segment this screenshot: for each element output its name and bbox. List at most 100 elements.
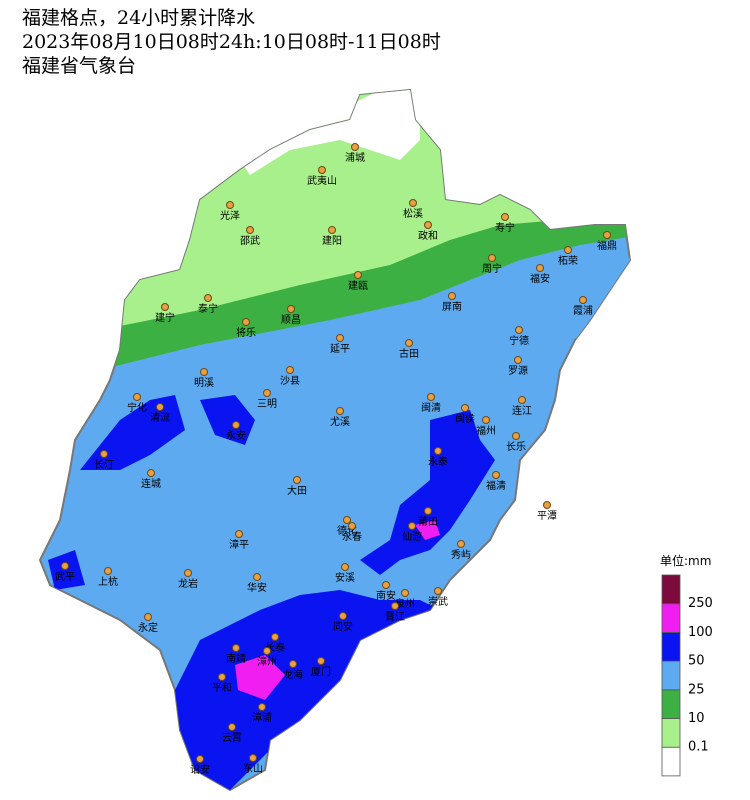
city-dot [339,612,347,620]
city-dot [286,366,294,374]
city-dot [263,389,271,397]
city-dot [579,296,587,304]
city-dot [232,421,240,429]
city-dot [104,567,112,575]
legend-swatch [661,718,681,748]
city-label: 尤溪 [330,415,350,428]
city-label: 屏南 [442,300,462,313]
city-dot [156,403,164,411]
city-label: 长汀 [94,459,114,471]
city-label: 东山 [243,762,263,775]
city-label: 漳浦 [252,711,272,724]
city-dot [287,305,295,313]
rain-zone [240,90,420,175]
city-dot [401,589,409,597]
city-dot [501,213,509,221]
city-dot [408,522,416,530]
city-label: 福清 [486,479,506,492]
city-label: 周宁 [482,262,502,275]
city-label: 龙岩 [178,577,198,590]
city-label: 罗源 [508,364,528,377]
city-dot [144,613,152,621]
city-dot [317,657,325,665]
city-label: 永春 [342,530,362,543]
city-dot [336,407,344,415]
city-dot [341,563,349,571]
city-label: 长乐 [506,441,526,453]
header: 福建格点，24小时累计降水2023年08月10日08时24h:10日08时-11… [22,7,441,77]
city-label: 武平 [55,570,75,583]
city-label: 柘荣 [558,254,578,267]
city-dot [232,644,240,652]
city-label: 平潭 [537,510,557,522]
city-dot [133,393,141,401]
city-label: 厦门 [311,665,331,678]
city-dot [235,530,243,538]
city-dot [482,416,490,424]
city-dot [434,587,442,595]
legend-unit: 单位:mm [660,553,711,568]
city-label: 光泽 [220,209,240,222]
city-dot [249,754,257,762]
city-dot [354,271,362,279]
city-label: 建宁 [155,311,175,324]
city-label: 霞浦 [573,304,593,317]
province [38,88,632,792]
city-dot [405,339,413,347]
city-dot [258,703,266,711]
rain-zone [415,520,440,540]
legend-tick-label: 100 [688,625,713,640]
city-label: 建瓯 [348,279,368,292]
city-label: 松溪 [403,207,423,220]
city-dot [424,507,432,515]
city-label: 同安 [333,620,353,633]
city-label: 华安 [247,581,267,594]
city-label: 安溪 [335,571,355,584]
city-dot [351,143,359,151]
city-dot [271,633,279,641]
city-label: 闽侯 [455,412,475,425]
city-dot [336,334,344,342]
city-dot [492,471,500,479]
city-dot [226,201,234,209]
city-label: 秀屿 [451,549,471,561]
city-dot [161,303,169,311]
city-label: 漳平 [229,538,249,551]
city-label: 将乐 [236,327,256,339]
city-label: 泰宁 [198,302,218,315]
rain-zone [360,410,495,575]
city-dot [289,660,297,668]
legend-tick-label: 25 [688,682,705,697]
city-label: 沙县 [280,375,300,387]
city-label: 延平 [330,343,350,355]
rain-zone [48,550,85,590]
city-label: 明溪 [194,377,214,389]
header-line: 福建省气象台 [22,55,136,77]
city-dot [263,647,271,655]
header-line: 2023年08月10日08时24h:10日08时-11日08时 [22,31,441,53]
city-label: 云霄 [222,732,242,744]
city-label: 寿宁 [495,221,515,234]
city-dot [196,755,204,763]
city-label: 闽清 [421,401,441,414]
city-dot [409,199,417,207]
city-dot [514,356,522,364]
city-dot [543,501,551,509]
city-label: 建阳 [322,234,342,247]
city-dot [603,231,611,239]
city-label: 晋江 [385,611,405,623]
city-dot [147,469,155,477]
city-label: 顺昌 [281,314,301,326]
city-dot [242,318,250,326]
city-dot [253,573,261,581]
city-label: 南靖 [226,652,246,665]
city-label: 宁德 [509,334,529,347]
city-dot [564,246,572,254]
legend-tick-label: 50 [688,654,705,669]
city-label: 三明 [257,398,277,410]
city-dot [518,396,526,404]
rain-zone [200,395,255,445]
city-dot [434,447,442,455]
legend-swatch [661,632,681,662]
legend-swatch [661,689,681,719]
